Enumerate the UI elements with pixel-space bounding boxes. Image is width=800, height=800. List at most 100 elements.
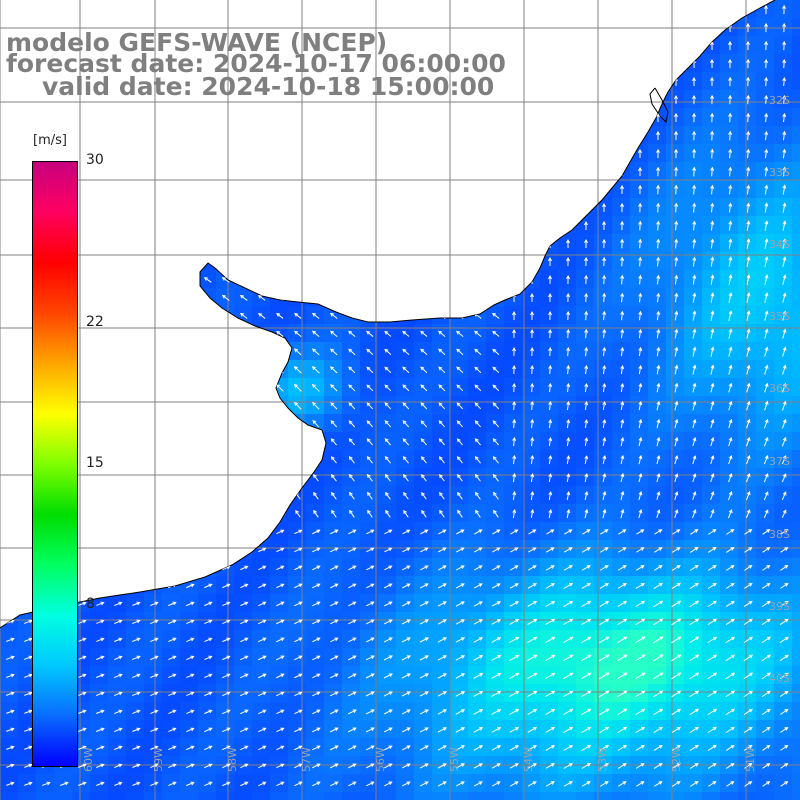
wind-arrow: [638, 382, 643, 393]
wind-arrow: [728, 220, 733, 231]
wind-arrow: [313, 491, 319, 500]
wind-arrow: [637, 130, 642, 140]
wind-arrow: [329, 115, 339, 120]
wind-arrow: [203, 241, 212, 247]
wind-arrow: [348, 384, 356, 392]
wind-arrow: [548, 328, 553, 339]
wind-arrow: [581, 781, 591, 787]
wind-arrow: [329, 169, 338, 175]
wind-arrow: [620, 292, 625, 303]
wind-arrow: [114, 601, 123, 606]
wind-arrow: [24, 601, 33, 606]
wind-arrow: [473, 763, 483, 769]
wind-arrow: [473, 673, 484, 679]
wind-arrow: [258, 673, 267, 679]
wind-arrow: [168, 384, 176, 392]
wind-arrow: [583, 166, 588, 177]
wind-arrow: [383, 619, 393, 625]
wind-arrow: [619, 94, 624, 105]
wind-arrow: [656, 148, 660, 159]
wind-arrow: [240, 601, 249, 607]
wind-arrow: [311, 133, 320, 138]
wind-arrow: [689, 672, 700, 680]
wind-arrow: [77, 115, 87, 120]
coastline: [0, 0, 776, 629]
wind-arrow: [205, 509, 211, 518]
wind-arrow: [547, 41, 552, 50]
wind-arrow: [312, 565, 321, 571]
wind-arrow: [635, 600, 646, 608]
wind-arrow: [383, 601, 393, 607]
wind-arrow: [602, 238, 607, 249]
wind-arrow: [96, 384, 104, 392]
wind-arrow: [581, 636, 592, 644]
wind-arrow: [96, 601, 105, 606]
wind-arrow: [473, 241, 482, 247]
wind-arrow: [707, 564, 717, 571]
wind-arrow: [96, 473, 103, 482]
wind-arrow: [311, 295, 320, 301]
wind-arrow: [384, 763, 393, 769]
wind-arrow: [529, 113, 534, 122]
wind-arrow: [617, 708, 628, 716]
wind-arrow: [132, 655, 141, 661]
wind-arrow: [96, 691, 105, 696]
wind-arrow: [780, 708, 789, 715]
wind-arrow: [566, 419, 571, 429]
wind-arrow: [421, 474, 427, 482]
wind-arrow: [59, 115, 68, 120]
wind-arrow: [527, 781, 537, 787]
wind-arrow: [473, 151, 482, 157]
wind-arrow: [293, 241, 302, 247]
wind-arrow: [240, 402, 248, 410]
wind-arrow: [419, 223, 428, 229]
wind-arrow: [275, 133, 284, 138]
wind-arrow: [24, 691, 33, 696]
wind-arrow: [149, 151, 158, 157]
wind-arrow: [620, 328, 625, 339]
wind-arrow: [276, 565, 285, 571]
wind-arrow: [565, 166, 570, 177]
wind-arrow: [638, 238, 643, 249]
wind-arrow: [656, 454, 661, 465]
wind-arrow: [581, 672, 592, 680]
wind-arrow: [728, 472, 733, 483]
wind-arrow: [240, 455, 247, 464]
wind-arrow: [474, 366, 482, 374]
wind-arrow: [492, 330, 500, 337]
wind-arrow: [728, 148, 733, 159]
wind-arrow: [347, 294, 356, 301]
wind-arrow: [383, 205, 392, 211]
wind-arrow: [114, 673, 123, 679]
wind-arrow: [455, 223, 464, 229]
wind-arrow: [132, 673, 141, 679]
wind-arrow: [689, 708, 700, 716]
wind-arrow: [601, 94, 606, 105]
wind-arrow: [529, 41, 534, 51]
wind-arrow: [617, 618, 628, 626]
wind-arrow: [97, 509, 103, 518]
wind-arrow: [401, 277, 410, 283]
wind-arrow: [114, 330, 122, 337]
wind-arrow: [365, 727, 375, 733]
wind-arrow: [599, 547, 609, 553]
wind-arrow: [96, 745, 105, 750]
wind-arrow: [656, 436, 661, 447]
wind-arrow: [637, 58, 642, 69]
wind-arrow: [367, 491, 373, 500]
wind-arrow: [257, 277, 266, 283]
wind-arrow: [6, 547, 15, 552]
wind-arrow: [692, 292, 697, 303]
wind-arrow: [656, 274, 661, 285]
wind-arrow: [150, 366, 158, 374]
wind-arrow: [746, 220, 751, 231]
wind-arrow: [782, 202, 787, 213]
wind-arrow: [313, 474, 319, 482]
wind-arrow: [437, 583, 447, 589]
wind-arrow: [671, 690, 682, 698]
wind-arrow: [473, 133, 482, 138]
wind-arrow: [366, 583, 375, 589]
wind-arrow: [455, 637, 466, 643]
wind-arrow: [185, 277, 194, 283]
wind-arrow: [97, 491, 103, 500]
